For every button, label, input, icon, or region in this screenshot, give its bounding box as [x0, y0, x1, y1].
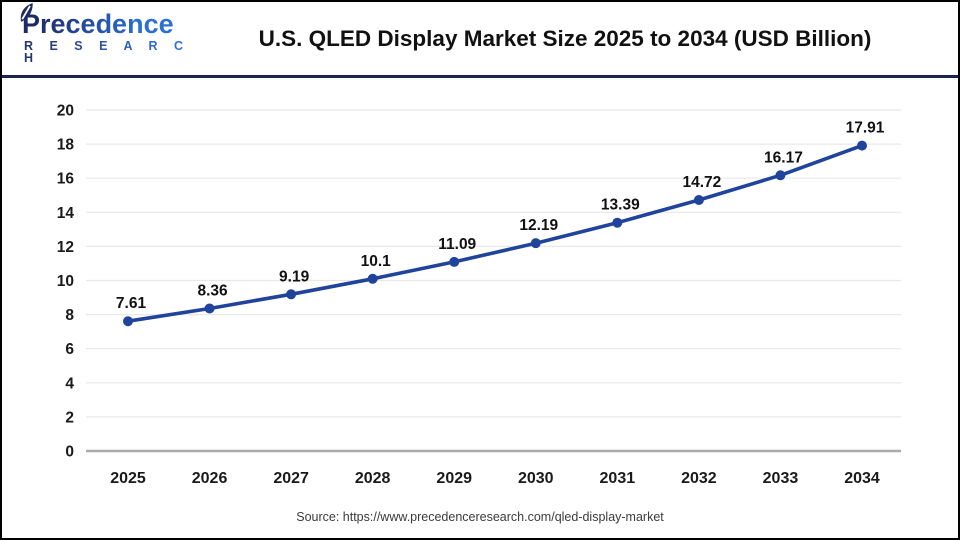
trend-line — [126, 143, 864, 323]
chart-title: U.S. QLED Display Market Size 2025 to 20… — [258, 25, 872, 51]
data-point — [612, 217, 623, 228]
data-point — [123, 316, 133, 327]
y-tick-label: 18 — [57, 137, 75, 154]
data-label: 12.19 — [519, 217, 558, 234]
data-point — [775, 170, 786, 181]
y-tick-label: 2 — [65, 409, 74, 426]
y-tick-label: 6 — [65, 341, 74, 358]
x-tick-label: 2029 — [436, 470, 472, 487]
x-tick-label: 2033 — [763, 470, 799, 487]
y-tick-label: 10 — [57, 273, 74, 290]
source-text: Source: https://www.precedenceresearch.c… — [296, 510, 664, 524]
data-label: 8.36 — [197, 282, 228, 299]
y-tick-label: 8 — [65, 307, 74, 324]
data-label: 16.17 — [764, 149, 803, 166]
logo-wordmark: Precedence — [18, 10, 174, 38]
data-label: 14.72 — [682, 174, 721, 191]
y-tick-label: 20 — [57, 103, 74, 120]
y-tick-label: 16 — [57, 171, 75, 188]
data-point — [449, 256, 460, 267]
x-tick-label: 2030 — [518, 470, 554, 487]
x-tick-label: 2034 — [844, 470, 880, 487]
x-tick-label: 2025 — [110, 470, 146, 487]
header: Precedence R E S E A R C H U.S. QLED Dis… — [2, 2, 958, 78]
data-label: 17.91 — [846, 120, 885, 137]
data-label: 11.09 — [438, 236, 476, 253]
data-label: 9.19 — [279, 268, 310, 285]
x-tick-label: 2028 — [355, 470, 391, 487]
precedence-research-logo: Precedence R E S E A R C H — [18, 2, 190, 67]
y-tick-label: 0 — [65, 444, 74, 461]
data-label: 10.1 — [361, 253, 392, 270]
data-point — [693, 195, 704, 206]
logo-subtitle: R E S E A R C H — [18, 40, 190, 65]
footer: Source: https://www.precedenceresearch.c… — [2, 503, 958, 535]
data-point — [530, 238, 541, 249]
line-chart-svg: 0 2 4 6 8 10 12 14 16 18 20 2025 2026 2027 2028 2029 203… — [57, 103, 901, 487]
data-label: 7.61 — [116, 295, 147, 312]
data-point — [857, 140, 867, 151]
x-tick-label: 2026 — [192, 470, 228, 487]
data-point — [204, 303, 215, 314]
y-tick-label: 12 — [57, 239, 74, 256]
data-label: 13.39 — [601, 197, 640, 214]
data-point — [367, 273, 378, 284]
leaf-icon — [20, 2, 33, 22]
x-tick-label: 2031 — [600, 470, 636, 487]
data-point — [286, 289, 297, 300]
x-tick-label: 2027 — [273, 470, 309, 487]
chart-area: 0 2 4 6 8 10 12 14 16 18 20 2025 2026 2027 2028 2029 203… — [2, 78, 958, 503]
x-tick-label: 2032 — [681, 470, 717, 487]
y-tick-label: 4 — [65, 375, 74, 392]
y-tick-label: 14 — [57, 205, 75, 222]
